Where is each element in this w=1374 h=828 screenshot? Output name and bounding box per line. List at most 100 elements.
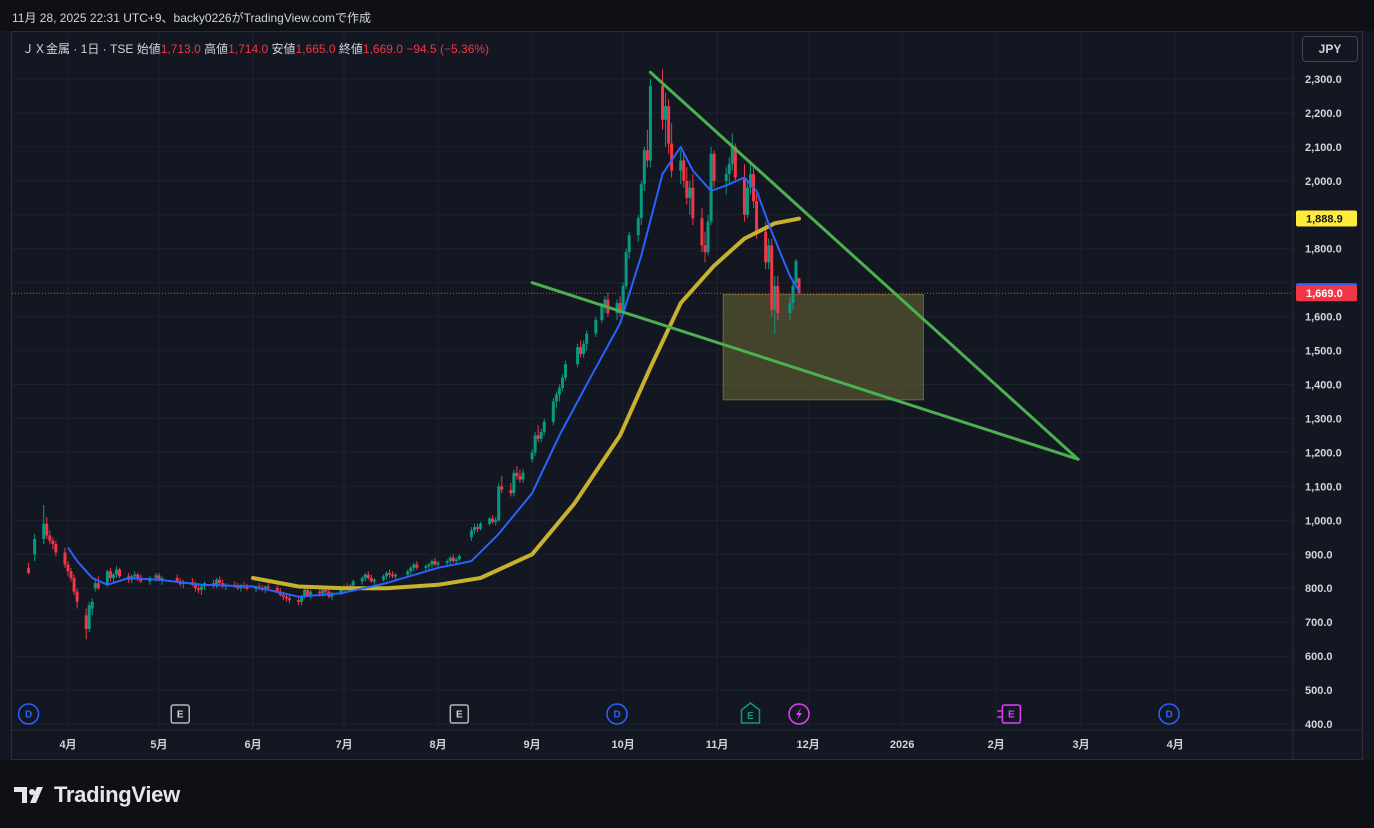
candle-body [700, 218, 704, 246]
price-tick-label: 500.0 [1305, 685, 1333, 697]
candle-body [45, 523, 49, 536]
candle-body [536, 435, 540, 439]
candle-body [679, 160, 683, 171]
candle-body [321, 589, 325, 594]
ohlc-legend: ＪＸ金属 · 1日 · TSE 始値1,713.0 高値1,714.0 安値1,… [22, 40, 489, 57]
candle-body [491, 518, 495, 523]
candle-body [360, 578, 364, 582]
candle-body [324, 589, 328, 592]
candle-body [300, 596, 304, 602]
candle-body [539, 432, 543, 439]
time-tick-label: 7月 [335, 738, 352, 751]
candle-body [275, 588, 279, 592]
legend-open-value: 1,713.0 [160, 42, 201, 56]
brand[interactable]: TradingView [14, 782, 180, 808]
candle-body [175, 578, 179, 582]
candle-body [72, 578, 76, 592]
candle-body [394, 574, 398, 577]
candle-body [518, 476, 522, 480]
time-tick-label: 8月 [430, 738, 447, 751]
price-tick-label: 800.0 [1305, 583, 1333, 595]
candle-body [618, 303, 622, 314]
candle-body [318, 591, 322, 594]
candle-body [494, 520, 498, 523]
time-tick-label: 2月 [988, 738, 1005, 751]
earnings-marker-label: E [747, 711, 754, 722]
candle-body [51, 540, 55, 545]
earnings-marker-label: E [456, 710, 463, 721]
candle-body [560, 377, 564, 388]
price-tick-label: 2,000.0 [1305, 176, 1342, 188]
candle-body [469, 530, 473, 538]
price-axis-badge [1296, 210, 1357, 227]
candle-body [688, 187, 692, 198]
legend-close-label: 終値 [338, 42, 363, 56]
candle-body [372, 579, 376, 582]
currency-button[interactable]: JPY [1302, 36, 1358, 62]
candle-body [730, 146, 734, 164]
time-tick-label: 6月 [244, 738, 261, 751]
candle-body [585, 333, 589, 344]
candle-body [424, 566, 428, 568]
candle-body [776, 286, 780, 314]
price-tick-label: 2,100.0 [1305, 142, 1342, 154]
candle-body [427, 564, 431, 567]
legend-symbol[interactable]: ＪＸ金属 · 1日 · TSE [22, 42, 134, 56]
dividend-marker-icon [1158, 703, 1180, 725]
candle-body [670, 143, 674, 171]
candle-body [48, 535, 52, 541]
price-tick-label: 400.0 [1305, 719, 1333, 731]
candle-body [521, 472, 525, 480]
time-tick-label: 2026 [890, 739, 914, 751]
candle-body [351, 581, 355, 586]
long-moving-average-line [251, 216, 801, 591]
candle-body [339, 588, 343, 594]
short-moving-average-line [67, 145, 800, 598]
candle-body [115, 569, 119, 575]
candle-body [297, 600, 301, 602]
candle-body [594, 320, 598, 334]
candle-body [369, 578, 373, 582]
candle-body [87, 605, 91, 629]
candle-body [770, 245, 774, 310]
candle-body [563, 364, 567, 378]
candle-body [706, 221, 710, 253]
candle-body [218, 579, 222, 584]
candle-body [667, 106, 671, 144]
price-axis-badge-label: 1,888.9 [1306, 214, 1343, 226]
legend-high-value: 1,714.0 [228, 42, 269, 56]
candle-body [90, 601, 94, 609]
candle-body [454, 559, 458, 562]
legend-open-label: 始値 [136, 42, 161, 56]
time-tick-label: 10月 [611, 738, 634, 751]
time-tick-label: 4月 [59, 738, 76, 751]
candle-body [157, 575, 161, 580]
price-tick-label: 600.0 [1305, 651, 1333, 663]
trendline [648, 70, 1080, 461]
price-tick-label: 1,800.0 [1305, 244, 1342, 256]
candle-body [381, 576, 385, 580]
candle-body [93, 583, 97, 589]
candle-body [791, 286, 795, 304]
candle-body [615, 303, 619, 314]
trendline [530, 281, 1080, 461]
candle-body [412, 564, 416, 568]
dividend-marker-icon [17, 703, 40, 725]
candle-body [497, 486, 501, 521]
candle-body [724, 174, 728, 181]
candle-body [215, 579, 219, 586]
candle-body [661, 85, 665, 120]
candle-body [755, 201, 759, 232]
earnings-marker-icon [170, 704, 190, 724]
candle-body [627, 235, 631, 253]
candle-body [154, 575, 158, 579]
earnings-future-marker-icon [1001, 704, 1022, 724]
candle-body [709, 153, 713, 222]
lightning-icon [796, 708, 803, 720]
dividend-marker-icon [606, 703, 628, 725]
candle-body [42, 523, 46, 539]
candle-body [105, 571, 109, 585]
candle-body [406, 571, 410, 575]
candle-body [685, 180, 689, 198]
